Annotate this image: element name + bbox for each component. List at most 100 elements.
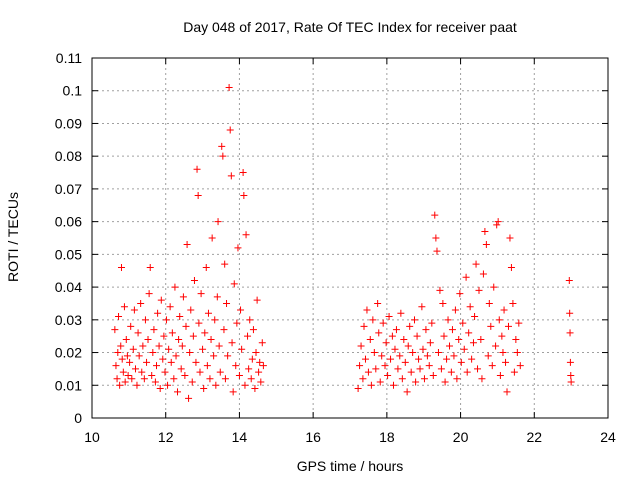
data-point <box>203 362 211 370</box>
data-point <box>446 342 454 350</box>
data-point <box>129 345 137 353</box>
data-point <box>376 378 384 386</box>
data-point <box>127 322 135 330</box>
data-point <box>165 345 173 353</box>
data-point <box>174 388 182 396</box>
data-point <box>223 299 231 307</box>
data-point <box>463 368 471 376</box>
data-point <box>422 326 430 334</box>
data-point <box>133 381 141 389</box>
data-point <box>204 309 212 317</box>
data-point <box>437 365 445 373</box>
data-point <box>443 355 451 363</box>
data-point <box>478 375 486 383</box>
data-point <box>415 355 423 363</box>
data-point <box>472 260 480 268</box>
data-point <box>361 355 369 363</box>
data-point <box>210 352 218 360</box>
data-point <box>202 263 210 271</box>
data-point <box>247 375 255 383</box>
x-tick-label: 16 <box>305 429 321 445</box>
data-point <box>137 299 145 307</box>
data-point <box>258 339 266 347</box>
data-point <box>567 371 575 379</box>
data-point <box>485 299 493 307</box>
data-point <box>369 316 377 324</box>
data-point <box>411 316 418 324</box>
data-point <box>502 358 510 366</box>
data-point <box>116 381 124 389</box>
data-point <box>384 371 392 379</box>
data-point <box>206 375 214 383</box>
data-point <box>479 270 487 278</box>
data-point <box>193 165 201 173</box>
data-point <box>119 368 127 376</box>
data-point <box>396 352 404 360</box>
data-point <box>566 358 574 366</box>
data-point <box>436 286 444 294</box>
data-point <box>498 332 506 340</box>
data-point <box>135 352 143 360</box>
data-point <box>374 299 382 307</box>
data-point <box>238 345 246 353</box>
data-point <box>194 191 202 199</box>
data-point <box>139 342 147 350</box>
data-point <box>513 349 521 357</box>
axis-ticks: 10 12 14 16 18 20 22 24 0 0.01 0.02 0.03 0.04 0.05 0.0… <box>55 50 616 445</box>
data-point <box>474 365 482 373</box>
data-point <box>465 329 473 337</box>
data-point <box>412 378 420 386</box>
data-point <box>401 358 409 366</box>
data-point <box>150 326 158 334</box>
data-point <box>448 326 456 334</box>
data-point <box>409 349 417 357</box>
data-point <box>177 365 185 373</box>
data-point <box>398 375 406 383</box>
data-point <box>167 358 175 366</box>
data-point <box>394 365 402 373</box>
data-point <box>426 339 434 347</box>
data-point <box>389 381 397 389</box>
data-point <box>400 335 408 343</box>
data-point <box>493 221 501 229</box>
y-tick-label: 0.11 <box>56 50 82 66</box>
data-point <box>566 329 574 337</box>
data-point <box>432 234 440 242</box>
data-point <box>487 322 495 330</box>
data-point <box>179 293 187 301</box>
data-point <box>138 368 146 376</box>
data-point <box>372 365 380 373</box>
data-point <box>186 349 194 357</box>
data-point <box>145 290 153 298</box>
data-point <box>499 349 507 357</box>
y-tick-label: 0.07 <box>55 181 82 197</box>
data-point <box>182 322 190 330</box>
data-point <box>397 309 405 317</box>
data-point <box>391 345 399 353</box>
data-point <box>189 332 197 340</box>
data-point <box>379 319 387 327</box>
data-point <box>195 319 203 327</box>
data-point <box>404 342 412 350</box>
y-tick-label: 0.04 <box>55 279 82 295</box>
data-point <box>509 299 517 307</box>
data-point <box>155 342 163 350</box>
data-point <box>466 303 474 311</box>
data-point <box>251 385 259 393</box>
data-point <box>392 326 400 334</box>
data-point <box>387 355 395 363</box>
data-point <box>357 342 365 350</box>
data-point <box>219 152 227 160</box>
data-point <box>183 241 191 249</box>
y-tick-label: 0.03 <box>55 312 82 328</box>
data-point <box>113 375 121 383</box>
data-point <box>154 309 162 317</box>
data-point <box>218 142 226 150</box>
data-point <box>420 375 428 383</box>
data-point <box>140 375 148 383</box>
data-point <box>128 375 136 383</box>
data-point <box>490 283 498 291</box>
y-tick-label: 0.02 <box>55 345 82 361</box>
data-point <box>434 349 442 357</box>
